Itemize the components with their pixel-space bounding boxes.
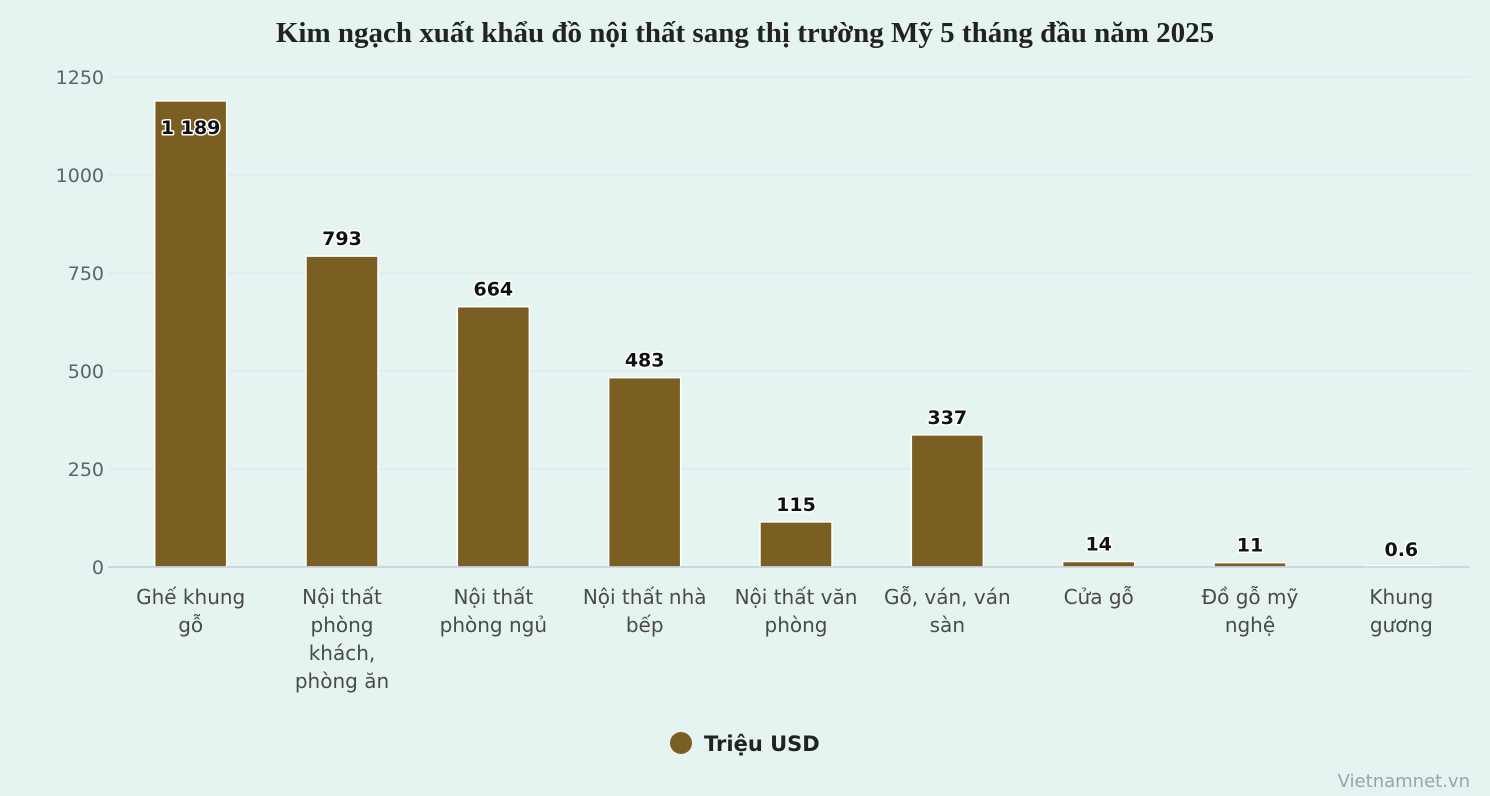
x-tick-label: Nội thất văn phòng (735, 585, 858, 637)
data-label: 664 (473, 279, 513, 301)
bars (153, 100, 1439, 568)
bar[interactable] (1061, 560, 1136, 568)
data-label: 14 (1085, 534, 1111, 556)
data-label: 1 189 (161, 117, 221, 139)
x-tick-label: Nội thất phòng khách, phòng ăn (295, 585, 389, 693)
data-label: 337 (927, 407, 967, 429)
data-label: 115 (776, 494, 816, 516)
x-tick-label: Khung gương (1369, 585, 1433, 637)
x-tick-label: Ghế khung gỗ (136, 585, 245, 637)
bar[interactable] (910, 434, 985, 568)
source-credit: Vietnamnet.vn (1338, 771, 1470, 792)
legend[interactable]: Triệu USD (670, 732, 820, 756)
y-tick-label: 0 (92, 557, 104, 579)
x-tick-label: Nội thất nhà bếp (583, 585, 707, 637)
y-axis-ticks: 0 250 500 750 1000 1250 (56, 67, 104, 579)
bar[interactable] (153, 100, 228, 568)
x-tick-label: Nội thất phòng ngủ (440, 585, 547, 637)
x-tick-label: Cửa gỗ (1064, 585, 1134, 609)
bar[interactable] (607, 376, 682, 568)
data-label: 483 (625, 350, 665, 372)
y-tick-label: 250 (68, 459, 104, 481)
data-labels: 1 189 793 664 483 115 337 14 11 0.6 (159, 115, 1419, 562)
data-label: 793 (322, 228, 362, 250)
bar[interactable] (456, 305, 531, 568)
legend-marker (670, 732, 692, 754)
x-axis-labels: Ghế khung gỗ Nội thất phòng khách, phòng ăn Nộ… (136, 585, 1433, 693)
legend-label: Triệu USD (704, 732, 820, 756)
bar[interactable] (759, 521, 833, 568)
data-label: 11 (1237, 535, 1263, 557)
y-tick-label: 1000 (56, 165, 104, 187)
y-tick-label: 1250 (56, 67, 104, 89)
chart-title: Kim ngạch xuất khẩu đồ nội thất sang thị… (276, 17, 1214, 49)
data-label: 0.6 (1384, 539, 1418, 561)
x-tick-label: Đồ gỗ mỹ nghệ (1202, 585, 1299, 637)
bar[interactable] (305, 255, 379, 568)
x-tick-label: Gỗ, ván, ván sàn (884, 585, 1011, 637)
y-tick-label: 500 (68, 361, 104, 383)
y-tick-label: 750 (68, 263, 104, 285)
